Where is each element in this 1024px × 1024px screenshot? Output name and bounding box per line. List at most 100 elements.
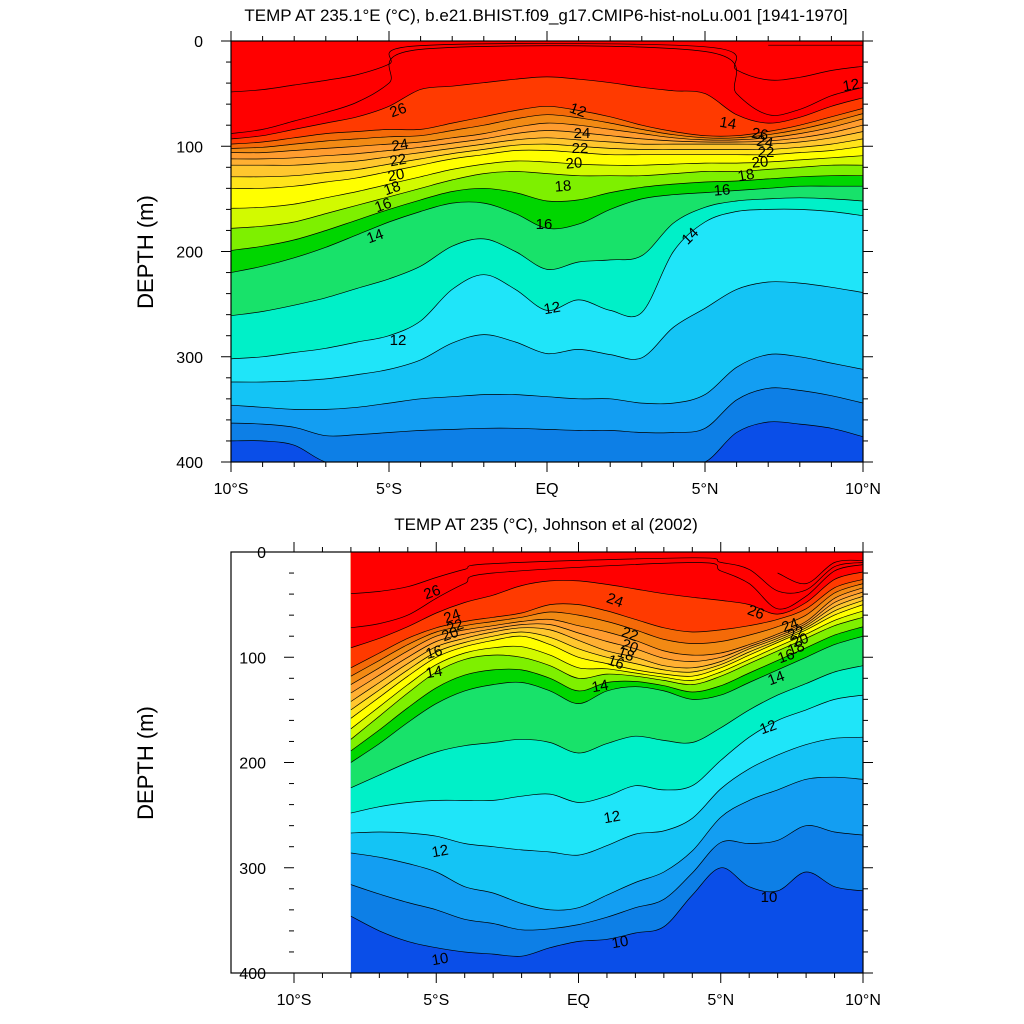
y-tick-label: 400 [239, 966, 266, 983]
y-tick-label: 200 [176, 245, 203, 262]
x-tick-label: 5°N [707, 992, 734, 1009]
contour-label: 16 [372, 195, 393, 217]
contour-label: 18 [785, 638, 806, 660]
x-tick-label: 5°S [423, 992, 449, 1009]
contour-label: 14 [424, 663, 443, 683]
isotherm-line [231, 45, 863, 134]
contour-label: 10 [761, 889, 778, 906]
contour-label: 24 [390, 136, 409, 156]
contour-label: 24 [441, 606, 462, 628]
isotherm-line [350, 665, 863, 789]
contour-label: 18 [381, 178, 402, 200]
contour-label: 12 [841, 76, 860, 96]
y-tick-label: 0 [194, 34, 203, 51]
x-tick-label: 5°N [692, 481, 719, 498]
isotherm-line [231, 175, 863, 251]
isotherm-line [350, 635, 863, 763]
contour-label: 24 [755, 133, 774, 153]
contour-label: 14 [765, 668, 786, 690]
isotherm-line [231, 164, 863, 229]
isotherm-line [231, 138, 863, 178]
contour-fill [231, 41, 863, 462]
y-tick-label: 300 [239, 861, 266, 878]
axes: 10°S 5°S EQ 5°N 10°N 0 100 200 300 400 [230, 542, 881, 1009]
contour-label: 24 [779, 615, 800, 637]
isotherm-line [231, 124, 863, 160]
isotherm-line [231, 421, 863, 462]
isotherm-line [350, 610, 863, 730]
isotherm-line [350, 587, 863, 685]
contour-label: 16 [605, 652, 626, 674]
contour-label: 22 [785, 623, 806, 645]
x-tick-label: EQ [535, 481, 558, 498]
contour-label: 20 [386, 166, 405, 186]
contour-label: 12 [390, 332, 407, 349]
isotherm-lines [231, 43, 863, 462]
contour-label: 20 [751, 153, 769, 171]
isotherm-line [350, 776, 863, 911]
contour-label: 16 [424, 642, 445, 663]
chart-title: TEMP AT 235.1°E (°C), b.e21.BHIST.f09_g1… [244, 6, 847, 25]
contour-labels: 2624222018161412121224222018161426242220… [364, 76, 860, 349]
isotherm-line [231, 155, 863, 209]
contour-labels: 2624222016141210242220181614121026242220… [421, 582, 810, 970]
band-fill [350, 552, 863, 594]
x-tick-label: 5°S [376, 481, 402, 498]
y-tick-label: 400 [176, 455, 203, 472]
isotherm-line [350, 626, 863, 752]
isotherm-line [350, 736, 863, 856]
isotherm-line [231, 118, 863, 154]
isotherm-line [231, 185, 863, 273]
y-tick-label: 0 [257, 545, 266, 562]
isotherm-line [350, 867, 863, 957]
isotherm-line [350, 562, 863, 629]
contour-label: 20 [565, 154, 583, 172]
isotherm-line [231, 281, 863, 383]
contour-label: 18 [554, 177, 572, 195]
panel-observed-temp: TEMP AT 235 (°C), Johnson et al (2002) 2… [133, 515, 881, 1009]
contour-label: 12 [567, 100, 588, 122]
y-axis-label: DEPTH (m) [133, 195, 158, 309]
contour-fill [350, 552, 863, 973]
isotherm-lines [350, 557, 863, 957]
isotherm-line [350, 583, 863, 677]
x-tick-label: EQ [567, 992, 590, 1009]
isotherm-line [350, 571, 863, 649]
isotherm-line [350, 591, 863, 694]
contour-label: 12 [430, 842, 449, 862]
contour-label: 18 [736, 166, 755, 186]
contour-label: 26 [387, 100, 408, 122]
isotherm-line [350, 825, 863, 931]
isotherm-line [231, 76, 863, 140]
contour-label: 22 [619, 624, 640, 646]
isotherm-line [350, 579, 863, 669]
chart-title: TEMP AT 235 (°C), Johnson et al (2002) [394, 515, 698, 534]
x-tick-label: 10°S [277, 992, 312, 1009]
y-tick-label: 100 [176, 139, 203, 156]
contour-label: 16 [775, 646, 796, 668]
isotherm-line [231, 197, 863, 317]
contour-label: 20 [439, 624, 460, 646]
contour-label: 20 [619, 636, 640, 658]
contour-label: 22 [572, 140, 589, 157]
contour-label: 16 [536, 216, 553, 233]
x-tick-label: 10°N [845, 992, 881, 1009]
contour-label: 16 [713, 181, 731, 199]
isotherm-line [231, 113, 863, 149]
x-tick-label: 10°S [214, 481, 249, 498]
contour-label: 12 [602, 808, 621, 828]
contour-label: 20 [789, 630, 810, 652]
contour-label: 22 [388, 151, 407, 171]
contour-label: 24 [604, 590, 625, 612]
contour-label: 10 [610, 933, 629, 953]
y-tick-label: 100 [239, 650, 266, 667]
axes: 10°S 5°S EQ 5°N 10°N 0 100 200 300 400 [176, 31, 881, 498]
isotherm-line [777, 559, 863, 585]
y-tick-label: 200 [239, 756, 266, 773]
x-tick-label: 10°N [845, 481, 881, 498]
isotherm-line [231, 387, 863, 437]
contour-label: 26 [750, 125, 769, 145]
band-fill [350, 552, 863, 628]
isotherm-line [350, 616, 863, 740]
contour-label: 18 [615, 644, 636, 666]
